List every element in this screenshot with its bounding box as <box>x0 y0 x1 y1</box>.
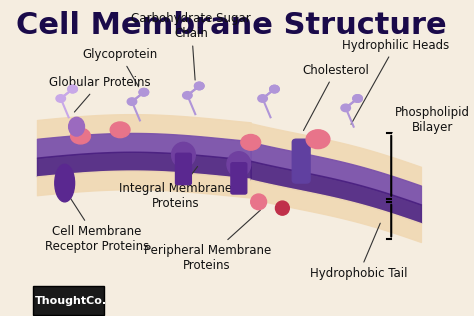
Circle shape <box>306 130 330 149</box>
Text: Hydrophilic Heads: Hydrophilic Heads <box>342 39 449 124</box>
Circle shape <box>139 88 149 96</box>
FancyBboxPatch shape <box>33 286 104 315</box>
FancyBboxPatch shape <box>175 153 191 185</box>
Circle shape <box>68 85 77 93</box>
Text: Peripheral Membrane
Proteins: Peripheral Membrane Proteins <box>144 210 271 272</box>
Circle shape <box>139 88 149 96</box>
Circle shape <box>270 85 279 93</box>
Circle shape <box>353 95 362 102</box>
Text: Carbohydrate Sugar
Chain: Carbohydrate Sugar Chain <box>131 12 251 80</box>
Circle shape <box>68 85 77 93</box>
Text: Cell Membrane
Receptor Proteins: Cell Membrane Receptor Proteins <box>45 192 149 253</box>
Text: ThoughtCo.: ThoughtCo. <box>35 295 107 306</box>
Ellipse shape <box>275 201 289 215</box>
Circle shape <box>341 104 350 112</box>
Ellipse shape <box>227 152 251 177</box>
Text: Integral Membrane
Proteins: Integral Membrane Proteins <box>119 167 232 210</box>
Circle shape <box>71 128 91 144</box>
Text: Hydrophobic Tail: Hydrophobic Tail <box>310 223 408 280</box>
Ellipse shape <box>251 194 266 210</box>
Circle shape <box>194 82 204 90</box>
FancyBboxPatch shape <box>231 163 247 194</box>
Text: Glycoprotein: Glycoprotein <box>82 48 158 87</box>
Text: Globular Proteins: Globular Proteins <box>49 76 150 112</box>
Ellipse shape <box>69 117 84 136</box>
Text: Phospholipid
Bilayer: Phospholipid Bilayer <box>391 106 470 134</box>
Circle shape <box>258 95 267 102</box>
FancyBboxPatch shape <box>292 139 310 183</box>
Circle shape <box>194 82 204 90</box>
Text: Cell Membrane Structure: Cell Membrane Structure <box>16 11 446 40</box>
Circle shape <box>110 122 130 138</box>
Circle shape <box>56 95 65 102</box>
Circle shape <box>127 98 137 105</box>
Text: Cholesterol: Cholesterol <box>302 64 369 131</box>
Ellipse shape <box>172 142 195 167</box>
Circle shape <box>270 85 279 93</box>
Ellipse shape <box>55 164 74 202</box>
Circle shape <box>182 92 192 99</box>
Circle shape <box>353 95 362 102</box>
Circle shape <box>241 135 261 150</box>
